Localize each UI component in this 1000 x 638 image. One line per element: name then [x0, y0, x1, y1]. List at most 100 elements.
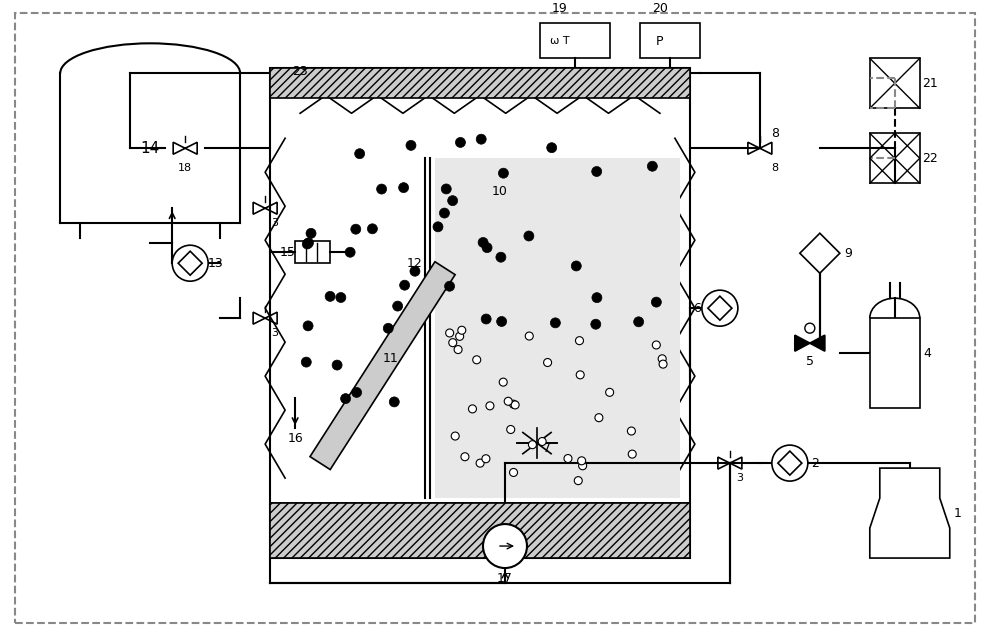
Circle shape	[458, 326, 466, 334]
Text: 1: 1	[954, 507, 962, 519]
Polygon shape	[795, 335, 825, 351]
Circle shape	[483, 524, 527, 568]
Circle shape	[461, 453, 469, 461]
Circle shape	[303, 238, 313, 248]
Circle shape	[476, 459, 484, 467]
Circle shape	[595, 413, 603, 422]
Circle shape	[172, 245, 208, 281]
Circle shape	[433, 222, 443, 232]
Text: 16: 16	[287, 431, 303, 445]
Circle shape	[355, 149, 365, 159]
Text: ω T: ω T	[550, 36, 570, 47]
Circle shape	[634, 317, 644, 327]
Circle shape	[486, 402, 494, 410]
Circle shape	[352, 387, 362, 397]
Circle shape	[496, 252, 506, 262]
Circle shape	[528, 441, 536, 449]
Circle shape	[524, 231, 534, 241]
Text: 23: 23	[292, 65, 308, 78]
Circle shape	[509, 400, 517, 408]
Circle shape	[476, 134, 486, 144]
Bar	[870, 318, 920, 408]
Text: 13: 13	[207, 256, 223, 270]
Circle shape	[805, 323, 815, 333]
Text: 18: 18	[178, 163, 192, 174]
Circle shape	[578, 457, 586, 465]
Circle shape	[504, 397, 512, 405]
Circle shape	[332, 360, 342, 370]
Circle shape	[772, 445, 808, 481]
Circle shape	[550, 318, 560, 328]
Text: P: P	[656, 35, 664, 48]
Circle shape	[499, 378, 507, 386]
Bar	[540, 24, 610, 58]
Bar	[870, 133, 920, 183]
Bar	[640, 24, 700, 58]
Circle shape	[473, 356, 481, 364]
Circle shape	[606, 389, 614, 396]
Circle shape	[481, 314, 491, 324]
Circle shape	[702, 290, 738, 326]
Text: 3: 3	[272, 328, 279, 338]
Circle shape	[592, 293, 602, 302]
Text: 3: 3	[736, 473, 743, 483]
Circle shape	[571, 261, 581, 271]
Circle shape	[449, 339, 457, 346]
Bar	[270, 503, 690, 558]
Circle shape	[592, 167, 602, 177]
Circle shape	[507, 426, 515, 433]
Text: 10: 10	[492, 185, 508, 198]
Circle shape	[498, 168, 508, 178]
Circle shape	[628, 450, 636, 458]
Circle shape	[482, 242, 492, 253]
Text: 22: 22	[922, 152, 938, 165]
Circle shape	[389, 397, 399, 407]
Circle shape	[439, 208, 449, 218]
Text: 4: 4	[924, 346, 932, 360]
Text: 15: 15	[279, 246, 295, 258]
Bar	[270, 68, 690, 98]
Bar	[270, 68, 690, 558]
Circle shape	[497, 316, 507, 327]
Circle shape	[446, 329, 454, 337]
Circle shape	[652, 341, 660, 349]
Circle shape	[455, 137, 465, 147]
Circle shape	[341, 394, 351, 404]
Circle shape	[367, 224, 377, 234]
Circle shape	[510, 468, 518, 477]
Circle shape	[400, 280, 410, 290]
Text: 7: 7	[543, 441, 551, 455]
Circle shape	[302, 239, 312, 249]
Circle shape	[575, 337, 583, 345]
Circle shape	[478, 237, 488, 248]
Text: 5: 5	[806, 355, 814, 367]
Circle shape	[393, 301, 403, 311]
Bar	[295, 241, 330, 263]
Circle shape	[399, 182, 409, 193]
Circle shape	[579, 462, 587, 470]
Circle shape	[451, 432, 459, 440]
Text: 21: 21	[922, 77, 938, 90]
Text: 17: 17	[497, 572, 513, 584]
Text: 19: 19	[552, 2, 568, 15]
Polygon shape	[310, 262, 455, 470]
Circle shape	[651, 297, 661, 307]
Text: 8: 8	[771, 163, 778, 174]
Circle shape	[564, 454, 572, 463]
Circle shape	[410, 266, 420, 276]
Circle shape	[306, 228, 316, 239]
Circle shape	[454, 346, 462, 353]
Text: 8: 8	[771, 127, 779, 140]
Circle shape	[591, 319, 601, 329]
Circle shape	[538, 438, 546, 445]
Circle shape	[303, 321, 313, 331]
Circle shape	[544, 359, 552, 366]
Circle shape	[383, 323, 393, 333]
Circle shape	[525, 332, 533, 340]
Bar	[870, 58, 920, 108]
Circle shape	[468, 405, 476, 413]
Circle shape	[325, 292, 335, 301]
Circle shape	[336, 292, 346, 302]
Bar	[435, 158, 680, 498]
Circle shape	[345, 248, 355, 257]
